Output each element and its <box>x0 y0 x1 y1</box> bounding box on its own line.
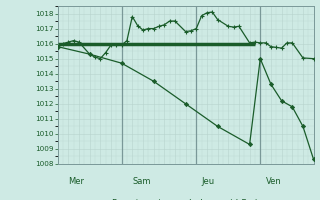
Text: Mer: Mer <box>68 177 84 186</box>
Text: Sam: Sam <box>132 177 151 186</box>
Text: Jeu: Jeu <box>202 177 215 186</box>
Text: Ven: Ven <box>266 177 281 186</box>
Text: Pression niveau de la mer( hPa ): Pression niveau de la mer( hPa ) <box>112 199 259 200</box>
